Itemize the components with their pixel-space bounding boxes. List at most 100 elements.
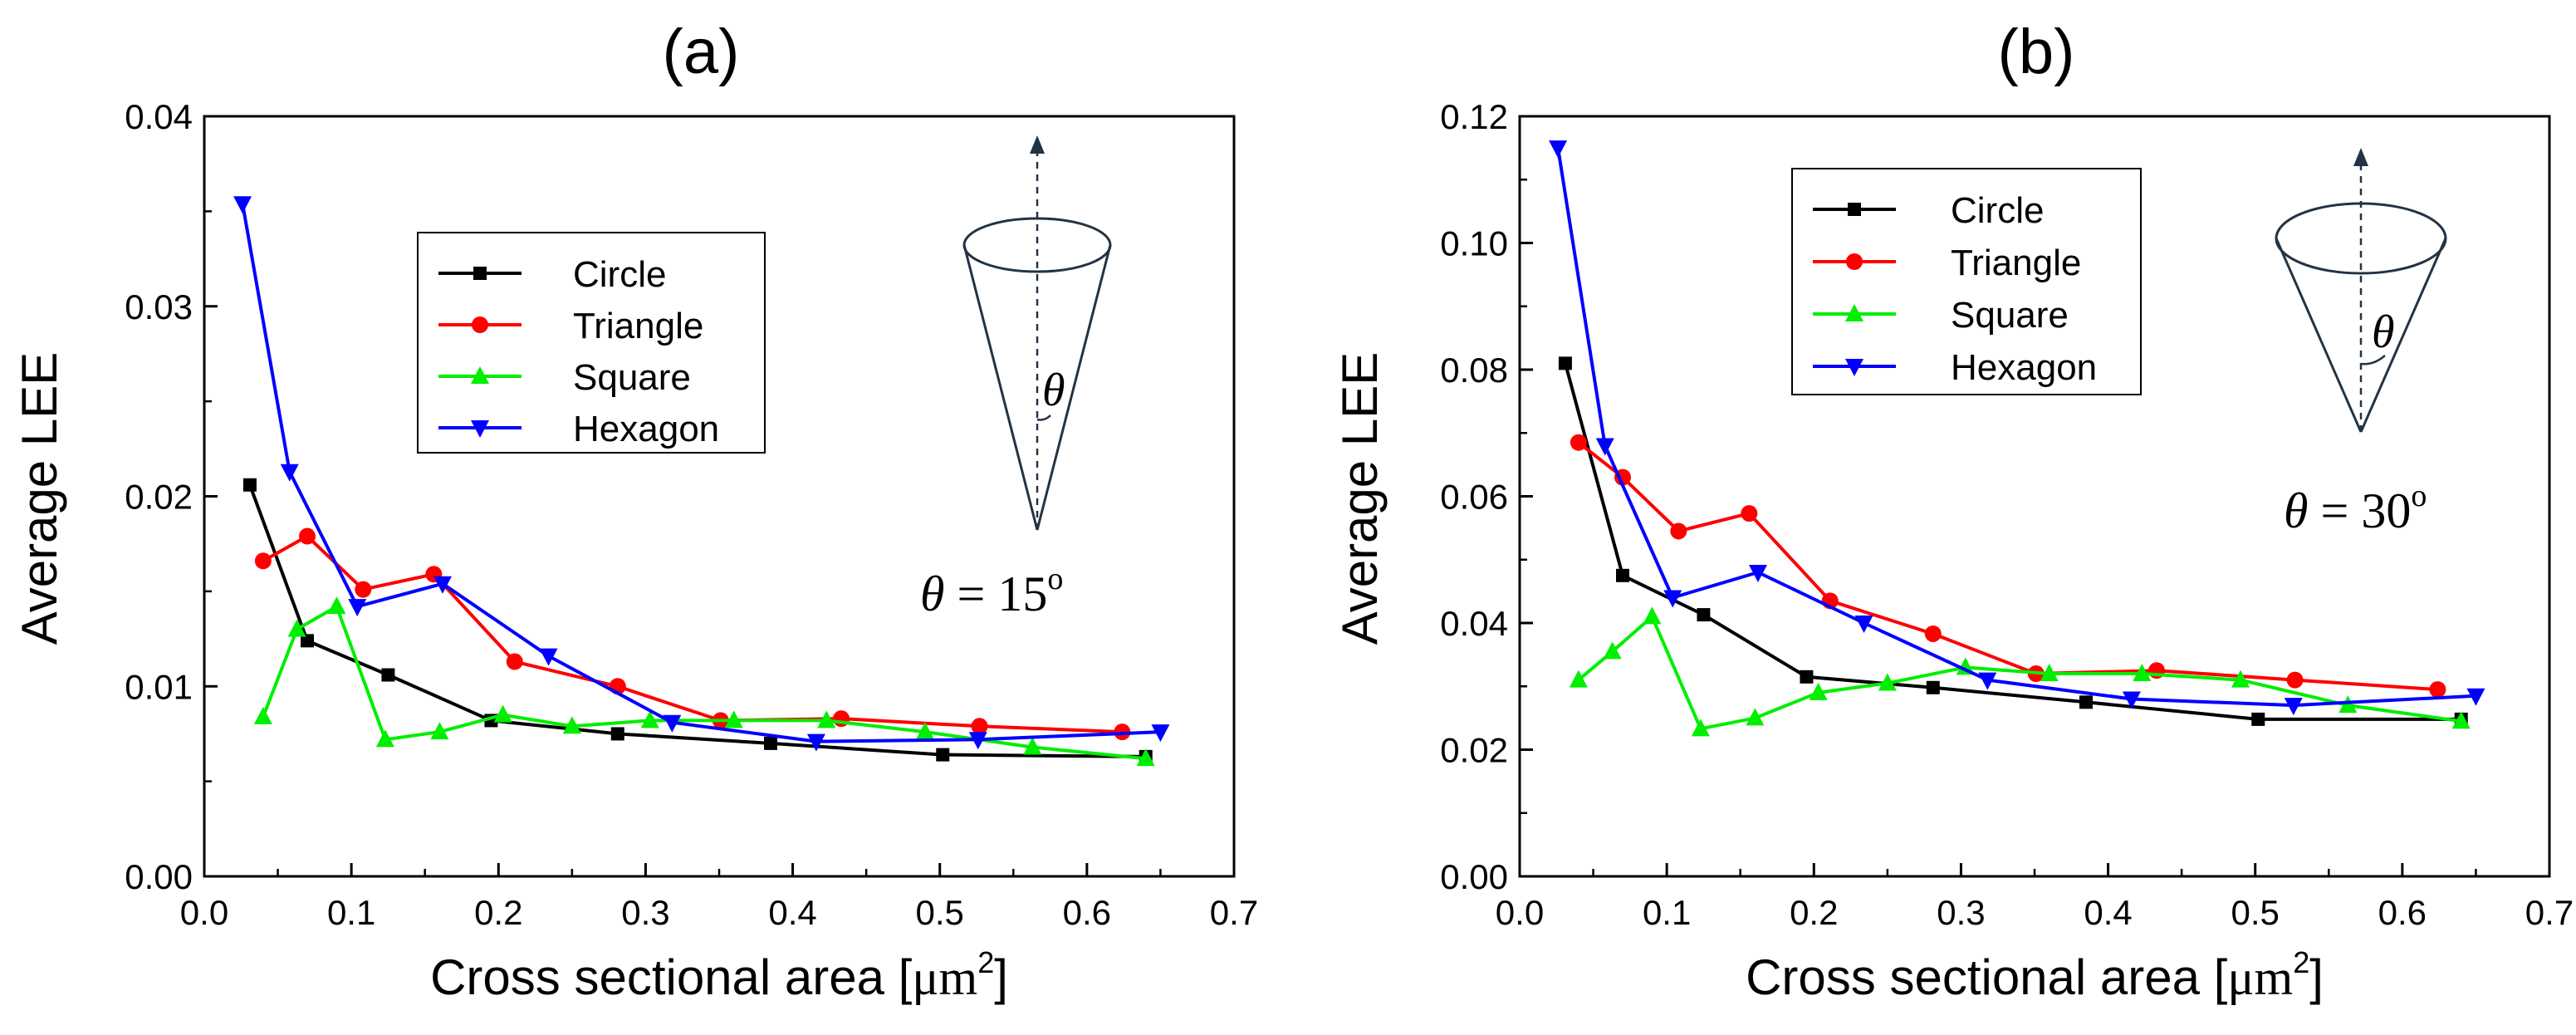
legend-marker-triangle-down <box>1845 359 1863 376</box>
data-point-circle <box>1697 608 1711 622</box>
cone-diagram: θ <box>2275 148 2447 433</box>
series-layer <box>233 196 1170 767</box>
data-point-triangle <box>2286 671 2304 689</box>
data-point-square <box>562 716 581 734</box>
y-tick-label: 0.02 <box>125 478 193 517</box>
data-point-hexagon <box>806 733 825 752</box>
y-tick-label: 0.01 <box>125 667 193 706</box>
data-point-triangle <box>506 653 523 670</box>
data-point-hexagon <box>1978 672 1997 690</box>
data-point-square <box>1809 682 1828 700</box>
series-line-circle <box>248 484 1146 758</box>
x-tick-label: 0.1 <box>1643 893 1691 932</box>
y-tick-labels: 0.00 0.01 0.02 0.03 0.04 <box>125 97 193 896</box>
data-point-circle <box>1800 670 1814 684</box>
y-tick-labels: 0.00 0.02 0.04 0.06 0.08 0.10 0.12 <box>1440 97 1508 896</box>
cone-side <box>1036 244 1112 531</box>
data-point-square <box>1643 606 1662 625</box>
y-tick-label: 0.00 <box>1440 857 1508 896</box>
data-point-circle <box>381 668 395 682</box>
data-point-triangle <box>971 718 988 735</box>
legend-marker-circle <box>1846 253 1863 270</box>
data-point-square <box>430 722 449 740</box>
legend-entry-square: Square <box>1813 295 2069 336</box>
x-axis-label: Cross sectional area [μm2] <box>1746 945 2324 1005</box>
legend-label: Square <box>1951 295 2069 336</box>
x-axis-label: Cross sectional area [μm2] <box>430 945 1008 1005</box>
data-point-hexagon <box>2284 698 2303 716</box>
series-line-circle <box>1563 362 2461 721</box>
chart-title: (a) <box>663 17 740 87</box>
x-tick-label: 0.7 <box>2525 893 2574 932</box>
data-point-square <box>1691 719 1710 737</box>
chart-panel-b: (b) 0.00 0.02 0.04 0.06 0.08 0.10 0.12 0… <box>1332 17 2574 1005</box>
data-point-hexagon <box>1151 724 1170 743</box>
data-point-square <box>2040 664 2059 681</box>
legend-entry-circle: Circle <box>438 254 666 295</box>
data-point-square <box>2451 711 2471 729</box>
data-point-circle <box>301 634 314 648</box>
data-point-square <box>375 729 394 748</box>
y-axis-label: Average LEE <box>12 352 67 645</box>
legend-marker-triangle-down <box>471 420 489 438</box>
angle-arc <box>2360 355 2386 365</box>
x-tick-label: 0.4 <box>768 893 816 932</box>
legend-label: Triangle <box>573 306 703 346</box>
data-point-circle <box>242 478 257 492</box>
x-tick-label: 0.0 <box>180 893 228 932</box>
data-point-hexagon <box>968 732 987 750</box>
data-point-circle <box>1926 680 1940 694</box>
data-point-triangle <box>2429 681 2446 699</box>
y-tick-label: 0.02 <box>1440 731 1508 770</box>
cone-side <box>962 244 1039 531</box>
angle-annotation: θ = 15o <box>920 562 1063 621</box>
data-point-circle <box>936 748 950 762</box>
cone-side <box>2275 238 2363 433</box>
data-point-circle <box>2079 695 2093 709</box>
x-tick-label: 0.1 <box>327 893 375 932</box>
data-point-circle <box>610 727 624 741</box>
y-tick-label: 0.00 <box>125 857 193 896</box>
data-point-square <box>1023 737 1042 755</box>
chart-panel-a: (a) 0.00 0.01 0.02 0.03 0.04 0.0 0.1 0.2… <box>12 17 1258 1005</box>
data-point-square <box>817 710 836 728</box>
y-tick-label: 0.10 <box>1440 224 1508 263</box>
data-point-circle <box>764 736 777 750</box>
data-point-square <box>1746 708 1765 726</box>
data-point-hexagon <box>663 714 682 733</box>
legend-label: Hexagon <box>1951 347 2097 388</box>
series-line-triangle <box>1577 441 2438 692</box>
x-tick-label: 0.5 <box>916 893 964 932</box>
legend-entry-hexagon: Hexagon <box>1813 347 2097 388</box>
data-point-triangle <box>1924 625 1942 642</box>
data-point-hexagon <box>1663 590 1682 608</box>
x-tick-label: 0.3 <box>621 893 669 932</box>
data-point-square <box>916 722 934 740</box>
series-line-square <box>262 605 1146 761</box>
arrow-up-icon <box>2353 148 2368 166</box>
data-point-square <box>2133 664 2152 681</box>
cone-side <box>2359 238 2447 433</box>
y-tick-label: 0.04 <box>1440 604 1508 643</box>
y-tick-label: 0.04 <box>125 97 193 136</box>
y-tick-label: 0.03 <box>125 287 193 326</box>
legend-marker-square <box>1848 203 1861 216</box>
data-point-square <box>493 704 512 723</box>
legend-marker-circle <box>472 316 488 333</box>
data-point-hexagon <box>433 576 452 594</box>
x-tick-label: 0.0 <box>1496 893 1544 932</box>
arrow-up-icon <box>1030 135 1045 154</box>
angle-annotation: θ = 30o <box>2284 478 2427 538</box>
legend-label: Circle <box>573 254 666 295</box>
data-point-hexagon <box>280 464 299 482</box>
y-tick-label: 0.06 <box>1440 478 1508 517</box>
data-point-hexagon <box>539 648 558 666</box>
x-tick-label: 0.7 <box>1210 893 1258 932</box>
data-point-triangle <box>1570 434 1587 451</box>
data-point-hexagon <box>1748 565 1767 582</box>
data-point-square <box>724 710 743 728</box>
chart-title: (b) <box>1998 17 2075 87</box>
legend-marker-square <box>473 267 487 280</box>
series-layer <box>1549 140 2485 737</box>
